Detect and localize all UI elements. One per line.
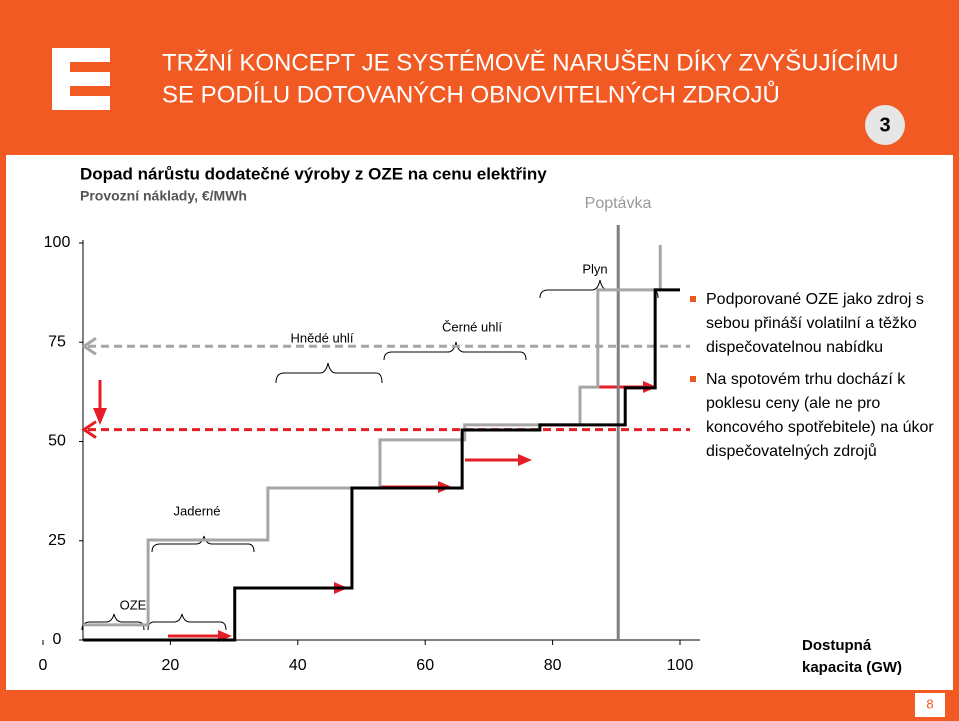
x-tick-label: 80 (544, 657, 562, 674)
title: SE PODÍLU DOTOVANÝCH OBNOVITELNÝCH ZDROJ… (162, 79, 780, 108)
chart-title: Dopad nárůstu dodatečné výroby z OZE na … (80, 164, 547, 183)
y-tick-label: 0 (53, 631, 62, 648)
supply-curve (83, 244, 662, 627)
bullets: Podporované OZE jako zdroj s sebou přiná… (690, 288, 940, 472)
price-arrowhead (81, 336, 97, 356)
y-tick-label: 75 (48, 333, 66, 350)
frame-right (953, 0, 959, 721)
logo (52, 48, 110, 110)
bullet: Podporované OZE jako zdroj s sebou přiná… (690, 288, 940, 360)
x-tick-label: 100 (667, 657, 694, 674)
x-label: kapacita (GW) (802, 659, 902, 676)
frame-left (0, 0, 6, 721)
price-arrowhead (81, 420, 97, 439)
x-tick-label: 60 (416, 657, 434, 674)
x-tick-label: 0 (39, 657, 48, 674)
header-bar (0, 0, 959, 155)
y-tick-label: 50 (48, 433, 66, 450)
annotation: Poptávka (585, 195, 652, 212)
page-number: 8 (926, 696, 933, 711)
annotation: Jaderné (174, 503, 221, 518)
page-box (915, 693, 945, 717)
annotation: Plyn (582, 261, 607, 276)
y-tick-label: 25 (48, 532, 66, 549)
annotation: OZE (120, 597, 147, 612)
chart-subtitle: Provozní náklady, €/MWh (80, 188, 247, 204)
supply-curve (83, 288, 680, 642)
x-tick-label: 40 (289, 657, 307, 674)
badge (865, 105, 905, 145)
x-tick-label: 20 (162, 657, 180, 674)
annotation: Hnědé uhlí (291, 330, 354, 345)
x-label: Dostupná (802, 637, 872, 654)
footer-bar (0, 690, 959, 721)
badge-text: 3 (879, 114, 890, 136)
annotation: Černé uhlí (442, 319, 502, 334)
bullet: Na spotovém trhu dochází k poklesu ceny … (690, 368, 940, 464)
title: TRŽNÍ KONCEPT JE SYSTÉMOVĚ NARUŠEN DÍKY … (162, 48, 899, 76)
y-tick-label: 100 (44, 234, 71, 251)
